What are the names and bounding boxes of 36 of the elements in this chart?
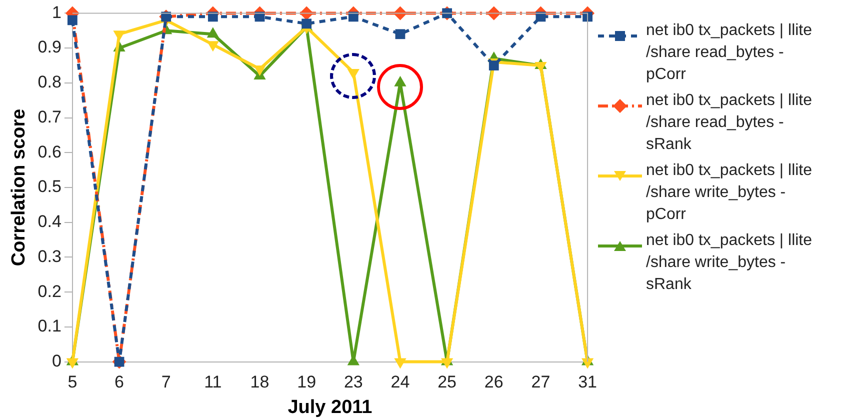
point [581, 358, 594, 369]
x-tick-label: 25 [438, 372, 457, 392]
point [348, 12, 358, 22]
y-tick-label: 0.3 [38, 246, 62, 266]
y-tick-label: 0.9 [38, 38, 62, 57]
y-tick-label: 0.5 [38, 177, 62, 196]
point [395, 29, 406, 40]
y-tick-label: 1 [52, 2, 62, 22]
point [394, 358, 406, 369]
x-tick-label: 26 [484, 372, 504, 392]
point [254, 65, 266, 76]
point [66, 358, 78, 369]
y-tick-label: 0 [52, 351, 62, 370]
point [441, 358, 454, 369]
x-tick-label: 11 [204, 372, 222, 392]
y-tick-label: 0.2 [38, 282, 62, 301]
y-axis-title: Correlation score [8, 108, 30, 266]
y-tick-label: 0.6 [38, 142, 62, 162]
y-tick-label: 0.1 [38, 316, 62, 336]
x-tick-label: 18 [250, 372, 270, 392]
y-tick-label: 0.7 [38, 107, 62, 126]
x-tick-label: 31 [578, 372, 598, 392]
point [208, 12, 218, 22]
x-tick-label: 6 [114, 372, 124, 392]
point [67, 15, 78, 26]
x-tick-label: 24 [390, 372, 410, 392]
x-tick-label: 23 [344, 372, 363, 392]
x-tick-label: 7 [161, 372, 171, 392]
y-tick-label: 0.4 [38, 212, 62, 232]
x-tick-label: 27 [531, 372, 550, 392]
legend-label: net ib0 tx_packets | llite /share write_bytes - sRank [646, 231, 814, 295]
x-tick-label: 19 [297, 372, 316, 392]
x-tick-label: 5 [68, 372, 78, 392]
y-tick-label: 0.8 [38, 72, 62, 92]
point [534, 62, 547, 72]
x-axis-title: July 2011 [288, 396, 373, 418]
